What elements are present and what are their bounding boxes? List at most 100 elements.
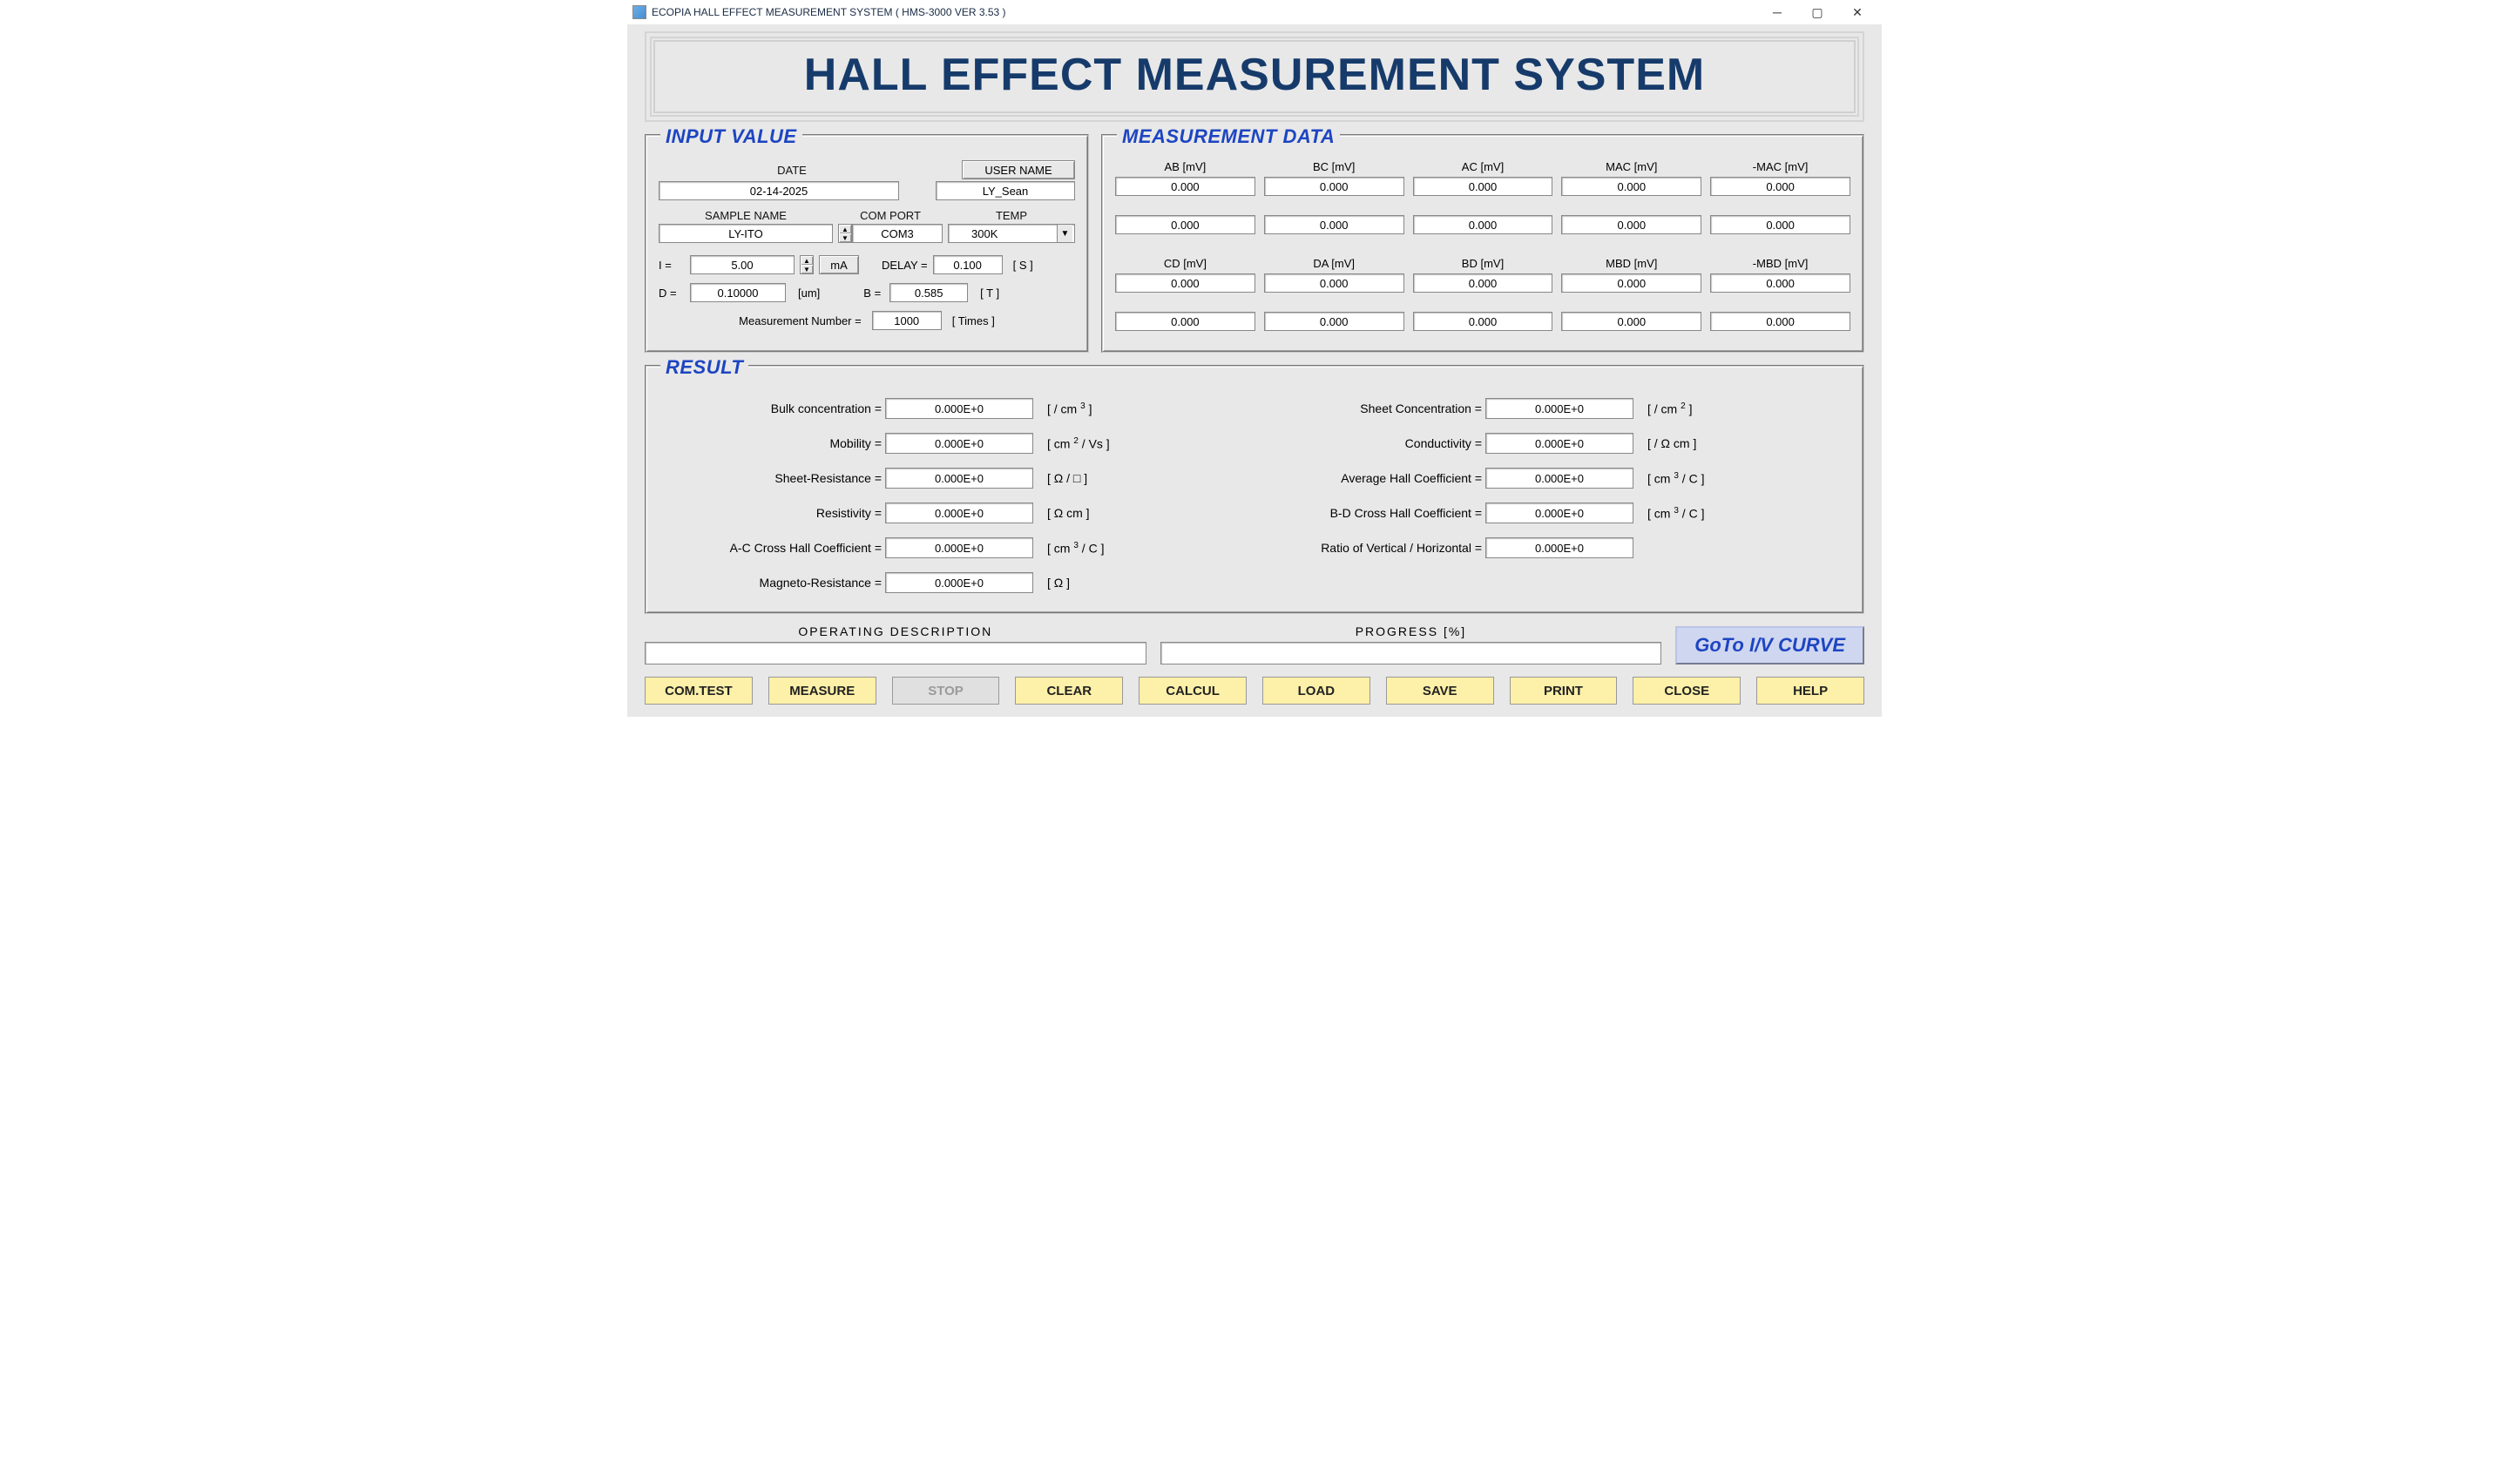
result-value: 0.000E+0 <box>885 468 1033 489</box>
save-button[interactable]: SAVE <box>1386 677 1494 705</box>
measurement-group-title: MEASUREMENT DATA <box>1117 125 1340 148</box>
measurement-cell: 0.000 <box>1115 312 1255 331</box>
measurement-header: MAC [mV] <box>1561 160 1701 173</box>
result-label: B-D Cross Hall Coefficient = <box>1268 506 1485 520</box>
result-value: 0.000E+0 <box>885 537 1033 558</box>
result-value: 0.000E+0 <box>885 398 1033 419</box>
D-field[interactable]: 0.10000 <box>690 283 786 302</box>
result-value: 0.000E+0 <box>1485 433 1633 454</box>
comport-label: COM PORT <box>838 209 943 222</box>
opdesc-label: OPERATING DESCRIPTION <box>645 624 1146 638</box>
measurement-cell: 0.000 <box>1115 177 1255 196</box>
result-row: Conductivity =0.000E+0[ / Ω cm ] <box>1268 426 1816 461</box>
date-field[interactable]: 02-14-2025 <box>659 181 899 200</box>
result-unit: [ cm 3 / C ] <box>1033 541 1104 556</box>
result-group-title: RESULT <box>660 356 748 379</box>
measurement-cell: 0.000 <box>1413 215 1553 234</box>
measurement-cell: 0.000 <box>1264 273 1404 293</box>
comport-spinner[interactable]: ▲▼ <box>838 224 852 243</box>
result-row: A-C Cross Hall Coefficient =0.000E+0[ cm… <box>667 530 1215 565</box>
result-label: Magneto-Resistance = <box>667 576 885 590</box>
result-row: B-D Cross Hall Coefficient =0.000E+0[ cm… <box>1268 496 1816 530</box>
measurement-cell: 0.000 <box>1413 177 1553 196</box>
result-unit: [ cm 2 / Vs ] <box>1033 436 1110 451</box>
measurement-header: DA [mV] <box>1264 257 1404 270</box>
measurement-cell: 0.000 <box>1561 273 1701 293</box>
chevron-down-icon: ▼ <box>1057 225 1072 242</box>
user-label: USER NAME <box>962 160 1075 179</box>
measurement-cell: 0.000 <box>1115 215 1255 234</box>
measurement-header: CD [mV] <box>1115 257 1255 270</box>
delay-field[interactable]: 0.100 <box>933 255 1003 274</box>
result-unit: [ Ω cm ] <box>1033 506 1090 520</box>
delay-unit: [ S ] <box>1008 259 1033 272</box>
B-unit: [ T ] <box>973 287 999 300</box>
result-value: 0.000E+0 <box>1485 537 1633 558</box>
I-label: I = <box>659 259 685 272</box>
result-label: Bulk concentration = <box>667 401 885 415</box>
print-button[interactable]: PRINT <box>1510 677 1618 705</box>
measurement-cell: 0.000 <box>1710 312 1850 331</box>
measurement-cell: 0.000 <box>1413 273 1553 293</box>
measurement-header: -MBD [mV] <box>1710 257 1850 270</box>
banner: HALL EFFECT MEASUREMENT SYSTEM <box>645 31 1864 122</box>
result-unit: [ / cm 3 ] <box>1033 401 1092 416</box>
help-button[interactable]: HELP <box>1756 677 1864 705</box>
result-label: Sheet-Resistance = <box>667 471 885 485</box>
clear-button[interactable]: CLEAR <box>1015 677 1123 705</box>
result-value: 0.000E+0 <box>1485 503 1633 523</box>
I-spinner[interactable]: ▲▼ <box>800 255 814 274</box>
com-test-button[interactable]: COM.TEST <box>645 677 753 705</box>
measurement-cell: 0.000 <box>1115 273 1255 293</box>
sample-label: SAMPLE NAME <box>659 209 833 222</box>
result-unit: [ Ω / □ ] <box>1033 471 1087 485</box>
measurement-cell: 0.000 <box>1561 177 1701 196</box>
measurement-cell: 0.000 <box>1264 312 1404 331</box>
measurement-header: -MAC [mV] <box>1710 160 1850 173</box>
temp-label: TEMP <box>948 209 1075 222</box>
measure-button[interactable]: MEASURE <box>768 677 876 705</box>
measurement-header: BC [mV] <box>1264 160 1404 173</box>
sample-field[interactable]: LY-ITO <box>659 224 833 243</box>
minimize-button[interactable]: ─ <box>1758 2 1796 23</box>
result-unit: [ Ω ] <box>1033 576 1070 590</box>
close-button[interactable]: CLOSE <box>1633 677 1741 705</box>
window-title: ECOPIA HALL EFFECT MEASUREMENT SYSTEM ( … <box>652 6 1753 18</box>
measnum-field[interactable]: 1000 <box>872 311 942 330</box>
measurement-cell: 0.000 <box>1710 177 1850 196</box>
titlebar: ECOPIA HALL EFFECT MEASUREMENT SYSTEM ( … <box>627 0 1882 24</box>
measnum-unit: [ Times ] <box>952 314 995 327</box>
I-field[interactable]: 5.00 <box>690 255 795 274</box>
D-unit: [um] <box>791 287 827 300</box>
calcul-button[interactable]: CALCUL <box>1139 677 1247 705</box>
result-label: Average Hall Coefficient = <box>1268 471 1485 485</box>
user-field[interactable]: LY_Sean <box>936 181 1075 200</box>
date-label: DATE <box>659 164 925 177</box>
result-label: Mobility = <box>667 436 885 450</box>
comport-field[interactable]: COM3 <box>852 224 943 243</box>
close-button[interactable]: ✕ <box>1838 2 1877 23</box>
maximize-button[interactable]: ▢ <box>1798 2 1836 23</box>
result-unit: [ / Ω cm ] <box>1633 436 1696 450</box>
goto-iv-curve-button[interactable]: GoTo I/V CURVE <box>1675 626 1864 664</box>
I-unit: mA <box>819 255 859 274</box>
result-value: 0.000E+0 <box>885 503 1033 523</box>
result-value: 0.000E+0 <box>1485 398 1633 419</box>
load-button[interactable]: LOAD <box>1262 677 1370 705</box>
result-unit: [ cm 3 / C ] <box>1633 471 1704 486</box>
progress-block: PROGRESS [%] <box>1160 624 1662 664</box>
D-label: D = <box>659 287 685 300</box>
result-group: RESULT Bulk concentration =0.000E+0[ / c… <box>645 365 1864 614</box>
result-row: Average Hall Coefficient =0.000E+0[ cm 3… <box>1268 461 1816 496</box>
temp-select[interactable]: 300K ▼ <box>948 224 1075 243</box>
input-value-group: INPUT VALUE DATE USER NAME 02-14-2025 LY… <box>645 134 1089 353</box>
B-field[interactable]: 0.585 <box>889 283 968 302</box>
result-unit: [ cm 3 / C ] <box>1633 506 1704 521</box>
input-group-title: INPUT VALUE <box>660 125 802 148</box>
result-row: Resistivity =0.000E+0[ Ω cm ] <box>667 496 1215 530</box>
result-row: Ratio of Vertical / Horizontal =0.000E+0 <box>1268 530 1816 565</box>
result-label: A-C Cross Hall Coefficient = <box>667 541 885 555</box>
measurement-cell: 0.000 <box>1561 215 1701 234</box>
app-icon <box>632 5 646 19</box>
opdesc-field <box>645 642 1146 664</box>
